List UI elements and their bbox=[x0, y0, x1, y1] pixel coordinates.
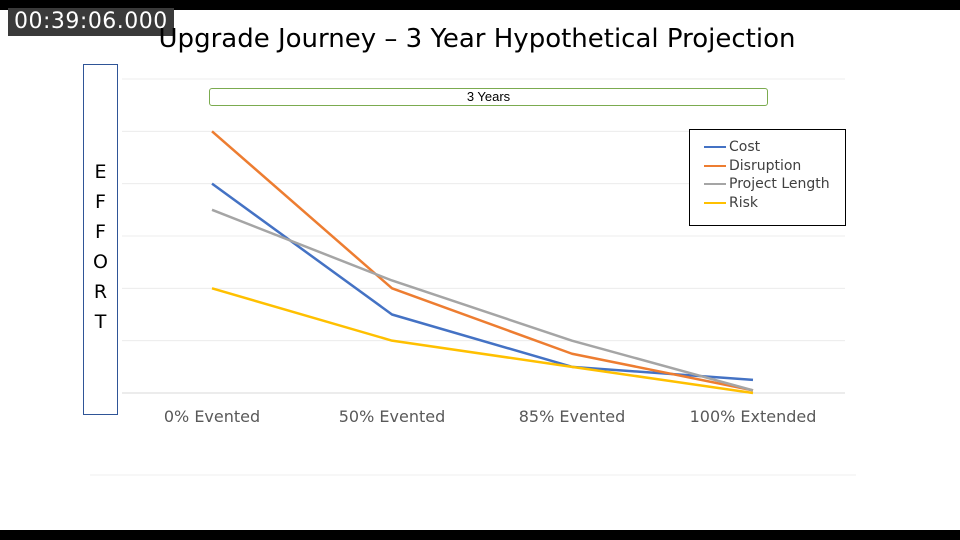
legend-label: Disruption bbox=[729, 157, 802, 174]
x-tick-label: 50% Evented bbox=[338, 407, 446, 426]
series-line-risk bbox=[211, 287, 754, 395]
y-axis-label-letter: F bbox=[95, 221, 106, 243]
video-timecode: 00:39:06.000 bbox=[8, 8, 174, 36]
legend-swatch bbox=[704, 146, 726, 148]
series-line-disruption bbox=[211, 130, 754, 392]
y-axis-label-letter: E bbox=[94, 161, 107, 183]
x-tick-label: 100% Extended bbox=[689, 407, 817, 426]
legend-item: Cost bbox=[704, 138, 760, 156]
x-tick-label: 85% Evented bbox=[518, 407, 626, 426]
series-line-project-length bbox=[211, 208, 754, 392]
legend-item: Project Length bbox=[704, 175, 830, 193]
legend-swatch bbox=[704, 164, 726, 167]
legend-swatch bbox=[704, 201, 726, 204]
y-axis-label-letter: O bbox=[93, 251, 108, 273]
y-axis-label-letter: R bbox=[93, 281, 108, 303]
series-line-cost bbox=[211, 182, 754, 382]
legend-label: Cost bbox=[729, 139, 761, 155]
top-letterbox-bar bbox=[0, 0, 960, 10]
chart-title: Upgrade Journey – 3 Year Hypothetical Pr… bbox=[158, 24, 796, 54]
y-axis-label-letter: F bbox=[95, 191, 106, 213]
bottom-letterbox-bar bbox=[0, 530, 960, 540]
legend-item: Risk bbox=[704, 194, 758, 212]
x-tick-label: 0% Evented bbox=[163, 407, 261, 426]
y-axis-label-letter: T bbox=[94, 311, 107, 333]
legend-swatch bbox=[704, 183, 726, 185]
chart-legend: Cost Disruption Project Length Risk bbox=[689, 129, 846, 226]
legend-label: Risk bbox=[729, 194, 759, 211]
duration-annotation: 3 Years bbox=[209, 88, 768, 106]
legend-label: Project Length bbox=[729, 176, 830, 192]
legend-item: Disruption bbox=[704, 157, 801, 175]
